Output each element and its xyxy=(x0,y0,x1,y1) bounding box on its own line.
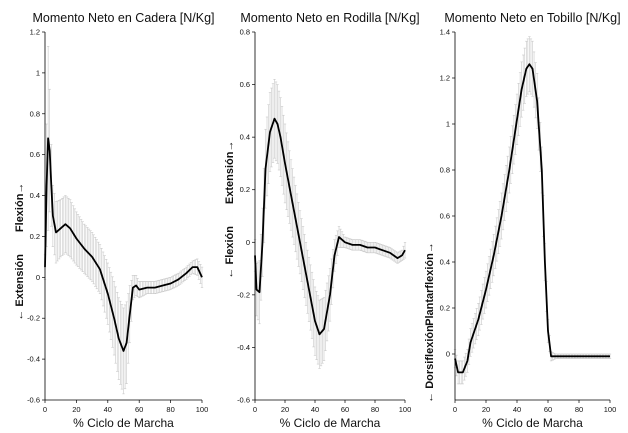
y-tick-label: 0 xyxy=(246,238,250,247)
y-tick-label: -0.2 xyxy=(27,314,40,323)
x-tick-label: 100 xyxy=(196,405,209,414)
y-tick-label: 0.8 xyxy=(30,109,40,118)
y-tick-label: 0.2 xyxy=(240,185,250,194)
chart-ankle: Momento Neto en Tobillo [N/Kg] 0 0.2 0.4 0.6… xyxy=(424,11,621,430)
y-axis-label-bottom: ← Extensión xyxy=(14,254,26,321)
y-axis-label-top: Plantarflexión→ xyxy=(424,242,436,326)
y-tick-label: 1.2 xyxy=(440,74,450,83)
chart-title: Momento Neto en Rodilla [N/Kg] xyxy=(240,11,419,25)
chart-knee: Momento Neto en Rodilla [N/Kg] -0.6 -0.4 -0… xyxy=(224,11,420,430)
x-tick-label: 60 xyxy=(135,405,143,414)
y-tick-label: 0.6 xyxy=(240,80,250,89)
y-axis-label-top: Flexión→ xyxy=(14,183,26,233)
y-tick-label: 0.2 xyxy=(30,232,40,241)
y-tick-label: 1 xyxy=(446,120,450,129)
y-tick-label: 0.8 xyxy=(440,166,450,175)
y-tick-label: 1 xyxy=(36,68,40,77)
y-tick-label: 0.6 xyxy=(440,212,450,221)
y-tick-label: 1.2 xyxy=(30,28,40,37)
error-bars xyxy=(44,46,203,394)
x-tick-label: 20 xyxy=(281,405,289,414)
y-tick-label: 0.2 xyxy=(440,304,450,313)
x-tick-label: 40 xyxy=(311,405,319,414)
x-tick-label: 80 xyxy=(575,405,583,414)
y-tick-label: 0.4 xyxy=(30,191,40,200)
y-axis-label-bottom: ← Flexión xyxy=(224,226,236,279)
x-axis-label: % Ciclo de Marcha xyxy=(73,416,174,430)
x-tick-label: 100 xyxy=(399,405,412,414)
x-tick-label: 80 xyxy=(371,405,379,414)
x-tick-label: 40 xyxy=(104,405,112,414)
y-tick-label: 0.4 xyxy=(240,133,250,142)
x-tick-label: 0 xyxy=(43,405,47,414)
y-tick-label: -0.2 xyxy=(237,290,250,299)
x-tick-label: 0 xyxy=(253,405,257,414)
y-tick-label: -0.6 xyxy=(237,396,250,405)
x-tick-label: 20 xyxy=(72,405,80,414)
x-axis-label: % Ciclo de Marcha xyxy=(280,416,381,430)
x-tick-label: 20 xyxy=(482,405,490,414)
x-tick-label: 100 xyxy=(604,405,617,414)
y-tick-label: -0.4 xyxy=(237,343,250,352)
chart-hip: Momento Neto en Cadera [N/Kg] -0.6 -0.4 -0.… xyxy=(14,11,215,430)
y-axis-label-top: Extensión→ xyxy=(224,140,236,204)
y-tick-label: 1.4 xyxy=(440,28,450,37)
y-axis-label-bottom: ← Dorsiflexión xyxy=(424,325,436,403)
y-tick-label: 0 xyxy=(446,350,450,359)
chart-title: Momento Neto en Tobillo [N/Kg] xyxy=(444,11,620,25)
x-tick-label: 40 xyxy=(513,405,521,414)
y-tick-label: 0.4 xyxy=(440,258,450,267)
y-tick-label: 0.6 xyxy=(30,150,40,159)
error-bars xyxy=(454,37,611,384)
chart-title: Momento Neto en Cadera [N/Kg] xyxy=(32,11,214,25)
y-tick-label: 0 xyxy=(36,273,40,282)
x-tick-label: 0 xyxy=(453,405,457,414)
x-axis-label: % Ciclo de Marcha xyxy=(482,416,583,430)
y-tick-label: 0.8 xyxy=(240,28,250,37)
x-tick-label: 60 xyxy=(544,405,552,414)
x-tick-label: 80 xyxy=(166,405,174,414)
x-tick-label: 60 xyxy=(341,405,349,414)
y-tick-label: -0.6 xyxy=(27,396,40,405)
y-tick-label: -0.4 xyxy=(27,355,40,364)
